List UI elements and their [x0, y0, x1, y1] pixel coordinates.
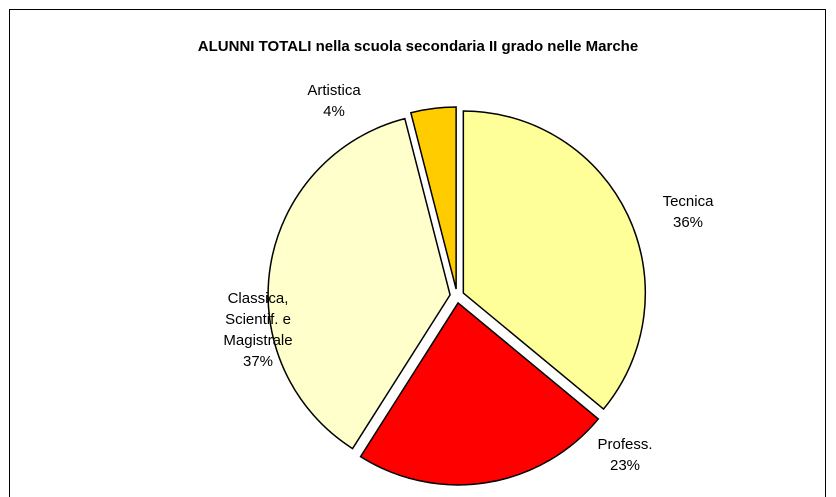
value-label: 37%: [242, 353, 274, 370]
chart-frame: [9, 9, 826, 497]
category-label: Classica, Scientif. e Magistrale: [223, 290, 293, 349]
category-label: Tecnica: [662, 193, 714, 210]
value-label: 23%: [609, 457, 641, 474]
pie-slice: [462, 110, 647, 411]
pie-slice: [359, 301, 600, 486]
slice-label: Classica, Scientif. e Magistrale 37%: [203, 288, 313, 372]
slice-label: Profess. 23%: [560, 434, 690, 476]
slice-label: Tecnica 36%: [623, 191, 753, 233]
slice-label: Artistica 4%: [269, 80, 399, 122]
category-label: Artistica: [307, 82, 361, 99]
pie-slice: [409, 106, 457, 290]
category-label: Profess.: [597, 436, 653, 453]
value-label: 4%: [323, 103, 345, 120]
pie-slice: [267, 117, 451, 450]
value-label: 36%: [672, 214, 704, 231]
chart-title: ALUNNI TOTALI nella scuola secondaria II…: [197, 38, 639, 55]
